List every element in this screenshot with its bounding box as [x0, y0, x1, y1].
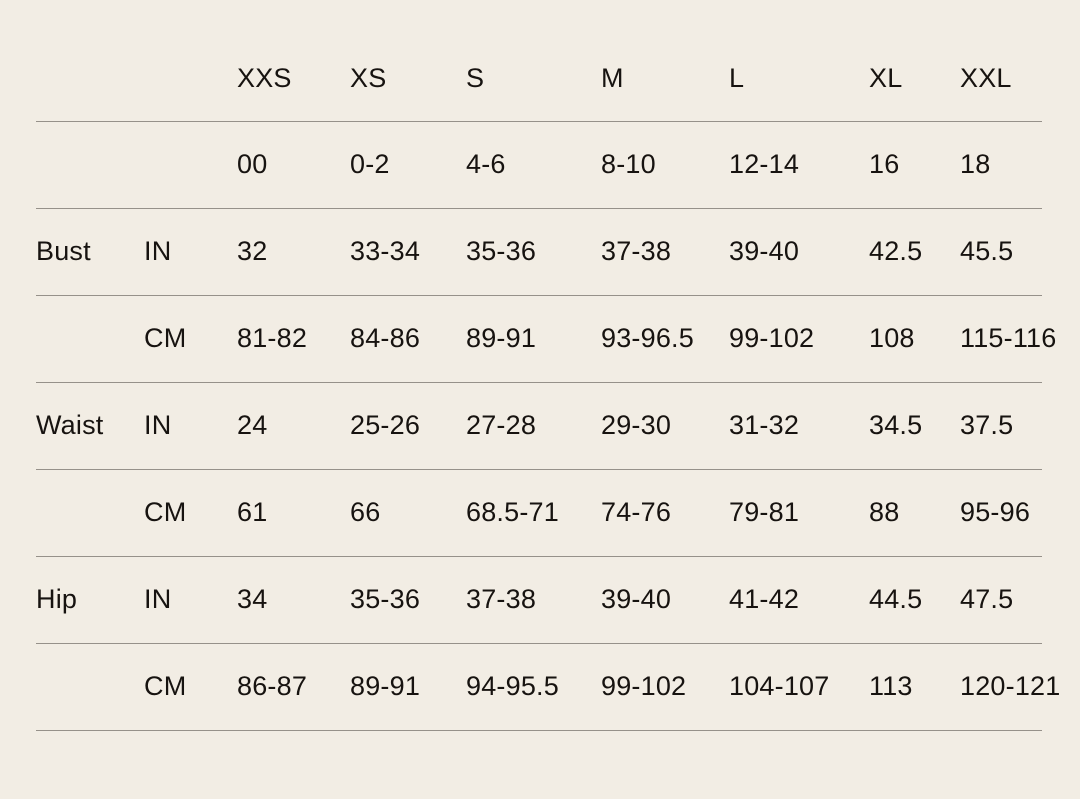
numeric-size-value: 12-14 — [729, 121, 869, 209]
measurement-value: 74-76 — [601, 469, 729, 557]
numeric-size-value: 0-2 — [350, 121, 466, 209]
measurement-value: 61 — [237, 469, 350, 557]
measurement-value: 34.5 — [869, 382, 960, 470]
hip-in-row: Hip IN 34 35-36 37-38 39-40 41-42 44.5 4… — [36, 556, 1042, 644]
measurement-value: 68.5-71 — [466, 469, 601, 557]
measurement-value: 120-121 — [960, 643, 1060, 731]
size-header-row: XXS XS S M L XL XXL — [36, 0, 1042, 122]
measurement-value: 37-38 — [601, 208, 729, 296]
measurement-value: 32 — [237, 208, 350, 296]
size-header-s: S — [466, 0, 601, 122]
waist-in-row: Waist IN 24 25-26 27-28 29-30 31-32 34.5… — [36, 382, 1042, 470]
measurement-value: 39-40 — [601, 556, 729, 644]
measurement-value: 79-81 — [729, 469, 869, 557]
measurement-value: 95-96 — [960, 469, 1042, 557]
unit-label: CM — [144, 643, 237, 731]
measurement-value: 81-82 — [237, 295, 350, 383]
measurement-value: 37.5 — [960, 382, 1042, 470]
numeric-size-value: 16 — [869, 121, 960, 209]
measurement-value: 35-36 — [350, 556, 466, 644]
unit-label: IN — [144, 556, 237, 644]
empty-cell — [144, 121, 237, 209]
numeric-size-value: 00 — [237, 121, 350, 209]
unit-label: IN — [144, 208, 237, 296]
measurement-value: 84-86 — [350, 295, 466, 383]
measurement-value: 99-102 — [601, 643, 729, 731]
measurement-value: 99-102 — [729, 295, 869, 383]
measurement-value: 29-30 — [601, 382, 729, 470]
measurement-value: 89-91 — [466, 295, 601, 383]
unit-label: CM — [144, 469, 237, 557]
measurement-value: 31-32 — [729, 382, 869, 470]
measurement-value: 25-26 — [350, 382, 466, 470]
numeric-size-value: 4-6 — [466, 121, 601, 209]
measurement-value: 86-87 — [237, 643, 350, 731]
row-label: Hip — [36, 556, 144, 644]
measurement-value: 115-116 — [960, 295, 1056, 383]
bust-cm-row: CM 81-82 84-86 89-91 93-96.5 99-102 108 … — [36, 295, 1056, 383]
numeric-size-value: 8-10 — [601, 121, 729, 209]
hip-cm-row: CM 86-87 89-91 94-95.5 99-102 104-107 11… — [36, 643, 1060, 731]
measurement-value: 44.5 — [869, 556, 960, 644]
measurement-value: 66 — [350, 469, 466, 557]
measurement-value: 35-36 — [466, 208, 601, 296]
row-label — [36, 295, 144, 383]
row-label — [36, 469, 144, 557]
unit-label: CM — [144, 295, 237, 383]
empty-cell — [144, 0, 237, 122]
measurement-value: 113 — [869, 643, 960, 731]
measurement-value: 104-107 — [729, 643, 869, 731]
measurement-value: 24 — [237, 382, 350, 470]
measurement-value: 39-40 — [729, 208, 869, 296]
unit-label: IN — [144, 382, 237, 470]
measurement-value: 88 — [869, 469, 960, 557]
measurement-value: 47.5 — [960, 556, 1042, 644]
measurement-value: 94-95.5 — [466, 643, 601, 731]
measurement-value: 37-38 — [466, 556, 601, 644]
waist-cm-row: CM 61 66 68.5-71 74-76 79-81 88 95-96 — [36, 469, 1042, 557]
measurement-value: 42.5 — [869, 208, 960, 296]
numeric-size-value: 18 — [960, 121, 1042, 209]
size-header-m: M — [601, 0, 729, 122]
measurement-value: 33-34 — [350, 208, 466, 296]
measurement-value: 27-28 — [466, 382, 601, 470]
empty-cell — [36, 0, 144, 122]
measurement-value: 108 — [869, 295, 960, 383]
measurement-value: 41-42 — [729, 556, 869, 644]
row-label — [36, 643, 144, 731]
size-header-xl: XL — [869, 0, 960, 122]
size-header-l: L — [729, 0, 869, 122]
row-label: Bust — [36, 208, 144, 296]
size-header-xs: XS — [350, 0, 466, 122]
measurement-value: 45.5 — [960, 208, 1042, 296]
numeric-size-row: 00 0-2 4-6 8-10 12-14 16 18 — [36, 121, 1042, 209]
row-label: Waist — [36, 382, 144, 470]
size-chart-table: XXS XS S M L XL XXL 00 0-2 4-6 8-10 12-1… — [36, 0, 1060, 731]
measurement-value: 34 — [237, 556, 350, 644]
measurement-value: 93-96.5 — [601, 295, 729, 383]
measurement-value: 89-91 — [350, 643, 466, 731]
bust-in-row: Bust IN 32 33-34 35-36 37-38 39-40 42.5 … — [36, 208, 1042, 296]
size-header-xxl: XXL — [960, 0, 1042, 122]
size-header-xxs: XXS — [237, 0, 350, 122]
empty-cell — [36, 121, 144, 209]
